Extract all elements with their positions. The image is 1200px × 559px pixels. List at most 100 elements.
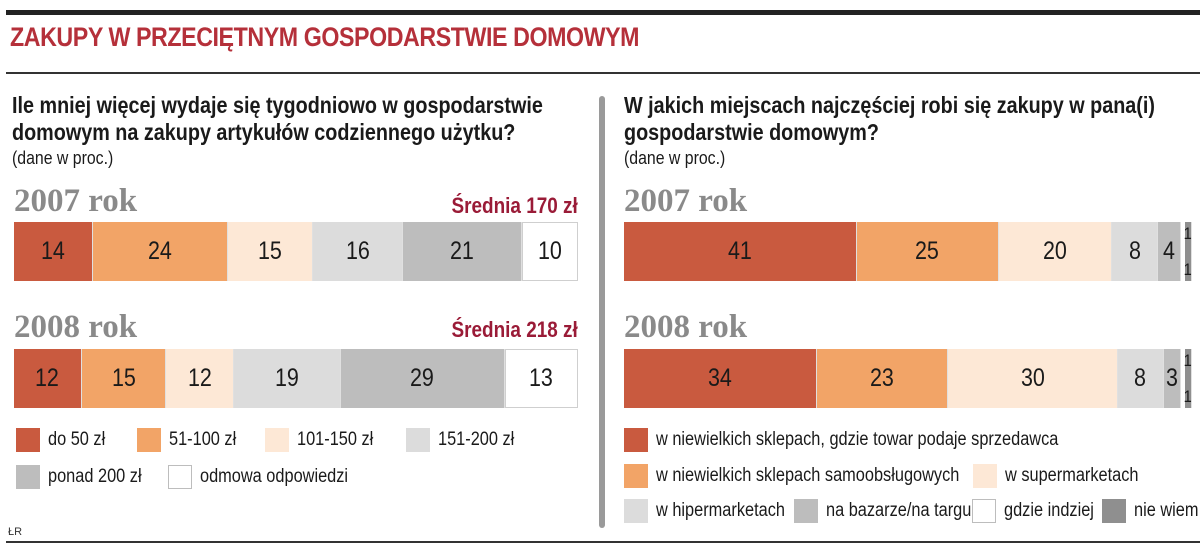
left-panel: Ile mniej więcej wydaje się tygodniowo w… — [12, 92, 629, 169]
bar-segment-1-3: 19 — [233, 349, 342, 408]
right-year-label-2008: 2008 rok — [624, 309, 748, 345]
bar-segment-0-4: 4 — [1157, 222, 1181, 281]
data-label: 10 — [537, 237, 562, 265]
bar-segment-0-0: 41 — [624, 222, 857, 281]
left-question-line1: Ile mniej więcej wydaje się tygodniowo w… — [12, 92, 543, 118]
legend-label: 101-150 zł — [297, 429, 374, 450]
bar-segment-0-4: 21 — [403, 222, 522, 281]
legend-swatch — [168, 465, 192, 489]
right-bar-2007: 41 25 20 8 4 1 1 — [624, 222, 1192, 281]
left-average-2008: Średnia 218 zł — [451, 317, 578, 342]
legend-label: do 50 zł — [48, 429, 106, 450]
page-title: ZAKUPY W PRZECIĘTNYM GOSPODARSTWIE DOMOW… — [10, 22, 640, 52]
bar-segment-1-0: 12 — [14, 349, 82, 408]
data-label: 29 — [410, 364, 435, 392]
data-label: 34 — [708, 364, 733, 392]
legend-swatch — [973, 464, 997, 488]
data-label: 15 — [258, 237, 283, 265]
legend-label: w hipermarketach — [656, 500, 785, 521]
left-year-label-2007: 2007 rok — [14, 183, 138, 219]
left-bar-2008: 12 15 12 19 29 13 — [14, 349, 578, 408]
legend-swatch — [794, 499, 818, 523]
legend-item-0: do 50 zł — [16, 428, 115, 452]
legend-swatch — [624, 499, 648, 523]
legend-item-5: gdzie indziej — [972, 499, 1109, 523]
legend-item-5: odmowa odpowiedzi — [168, 465, 372, 489]
bar-segment-0-6 — [1185, 222, 1191, 281]
legend-label: w supermarketach — [1005, 465, 1139, 486]
bar-segment-1-5: 13 — [504, 349, 578, 408]
bar-segment-0-1: 24 — [92, 222, 229, 281]
legend-item-2: 101-150 zł — [265, 428, 386, 452]
legend-item-2: w supermarketach — [973, 464, 1160, 488]
data-label: 16 — [345, 237, 370, 265]
left-bar-2007: 14 24 15 16 21 10 — [14, 222, 578, 281]
legend-swatch — [624, 428, 648, 452]
panel-divider — [599, 96, 605, 528]
legend-swatch — [137, 428, 161, 452]
data-label: 12 — [35, 364, 60, 392]
data-label: 8 — [1134, 364, 1147, 392]
legend-swatch — [16, 465, 40, 489]
legend-item-1: 51-100 zł — [137, 428, 247, 452]
legend-label: nie wiem — [1134, 500, 1199, 521]
bar-segment-1-1: 23 — [817, 349, 948, 408]
data-label: 20 — [1043, 237, 1068, 265]
legend-label: na bazarze/na targu — [826, 500, 972, 521]
bar-segment-0-2: 20 — [998, 222, 1113, 281]
legend-swatch — [972, 499, 996, 523]
legend-swatch — [265, 428, 289, 452]
legend-label: odmowa odpowiedzi — [200, 466, 349, 487]
right-bar-2008: 34 23 30 8 3 1 1 — [624, 349, 1192, 408]
legend-swatch — [624, 464, 648, 488]
data-label: 12 — [187, 364, 212, 392]
legend-label: 51-100 zł — [169, 429, 237, 450]
legend-label: ponad 200 zł — [48, 466, 142, 487]
right-question-line2: gospodarstwie domowym? — [624, 119, 879, 145]
data-label: 21 — [449, 237, 474, 265]
right-unit: (dane w proc.) — [624, 148, 726, 168]
legend-item-4: ponad 200 zł — [16, 465, 157, 489]
left-year-label-2008: 2008 rok — [14, 309, 138, 345]
bar-segment-1-4: 29 — [341, 349, 505, 408]
bar-segment-0-3: 16 — [312, 222, 404, 281]
legend-item-3: w hipermarketach — [624, 499, 806, 523]
data-label: 8 — [1128, 237, 1141, 265]
legend-item-6: nie wiem — [1102, 499, 1200, 523]
bar-segment-0-5: 10 — [521, 222, 578, 281]
legend-swatch — [406, 428, 430, 452]
legend-item-3: 151-200 zł — [406, 428, 527, 452]
legend-label: gdzie indziej — [1004, 500, 1094, 521]
legend-item-4: na bazarze/na targu — [794, 499, 995, 523]
data-label: 19 — [275, 364, 299, 392]
legend-label: w niewielkich sklepach samoobsługowych — [656, 465, 960, 486]
legend-item-0: w niewielkich sklepach, gdzie towar poda… — [624, 428, 1124, 452]
data-label: 4 — [1162, 237, 1175, 265]
data-label: 13 — [529, 364, 554, 392]
bar-segment-1-1: 15 — [81, 349, 167, 408]
bottom-divider — [6, 541, 1200, 543]
data-label-small-1: 1 — [1183, 387, 1192, 406]
left-unit: (dane w proc.) — [12, 148, 114, 168]
data-label: 3 — [1165, 364, 1178, 392]
left-average-2007: Średnia 170 zł — [451, 193, 578, 218]
data-label: 41 — [727, 237, 752, 265]
title-divider — [6, 72, 1200, 74]
source-credit: ŁR — [8, 526, 23, 538]
bar-segment-1-6 — [1185, 349, 1191, 408]
legend-swatch — [1102, 499, 1126, 523]
data-label-small-0: 1 — [1183, 351, 1192, 370]
data-label: 25 — [915, 237, 940, 265]
bar-segment-1-4: 3 — [1163, 349, 1181, 408]
data-label: 30 — [1020, 364, 1045, 392]
data-label: 15 — [111, 364, 136, 392]
legend-item-1: w niewielkich sklepach samoobsługowych — [624, 464, 1009, 488]
data-label: 23 — [869, 364, 894, 392]
legend-swatch — [16, 428, 40, 452]
bar-segment-1-3: 8 — [1118, 349, 1164, 408]
bar-segment-0-2: 15 — [228, 222, 313, 281]
bar-segment-1-0: 34 — [624, 349, 818, 408]
data-label-small-1: 1 — [1183, 260, 1192, 279]
right-question-line1: W jakich miejscach najczęściej robi się … — [624, 92, 1155, 118]
